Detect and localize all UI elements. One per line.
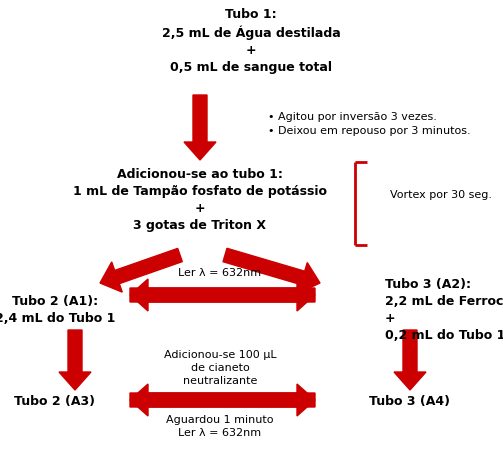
FancyArrow shape (100, 249, 182, 292)
Text: Tubo 3 (A2):
2,2 mL de Ferrocianeto de fosfato
+
0,2 mL do Tubo 1: Tubo 3 (A2): 2,2 mL de Ferrocianeto de f… (385, 278, 503, 342)
FancyArrow shape (59, 330, 91, 390)
FancyArrow shape (130, 279, 315, 311)
Text: Aguardou 1 minuto
Ler λ = 632nm: Aguardou 1 minuto Ler λ = 632nm (166, 415, 274, 438)
Text: Tubo 2 (A3): Tubo 2 (A3) (15, 395, 96, 408)
Text: Ler λ = 632nm: Ler λ = 632nm (179, 268, 262, 278)
Text: Tubo 1:
2,5 mL de Água destilada
+
0,5 mL de sangue total: Tubo 1: 2,5 mL de Água destilada + 0,5 m… (161, 8, 341, 74)
Text: Adicionou-se ao tubo 1:
1 mL de Tampão fosfato de potássio
+
3 gotas de Triton X: Adicionou-se ao tubo 1: 1 mL de Tampão f… (73, 168, 327, 232)
FancyArrow shape (130, 384, 315, 416)
FancyArrow shape (184, 95, 216, 160)
FancyArrow shape (223, 249, 320, 293)
Text: • Agitou por inversão 3 vezes.
• Deixou em repouso por 3 minutos.: • Agitou por inversão 3 vezes. • Deixou … (268, 112, 471, 136)
FancyArrow shape (394, 330, 426, 390)
Text: Adicionou-se 100 μL
de cianeto
neutralizante: Adicionou-se 100 μL de cianeto neutraliz… (163, 350, 276, 387)
Text: Tubo 2 (A1):
2,4 mL do Tubo 1: Tubo 2 (A1): 2,4 mL do Tubo 1 (0, 295, 115, 325)
Text: Tubo 3 (A4): Tubo 3 (A4) (370, 395, 451, 408)
Text: Vortex por 30 seg.: Vortex por 30 seg. (390, 190, 492, 200)
FancyArrow shape (130, 384, 315, 416)
FancyArrow shape (130, 279, 315, 311)
